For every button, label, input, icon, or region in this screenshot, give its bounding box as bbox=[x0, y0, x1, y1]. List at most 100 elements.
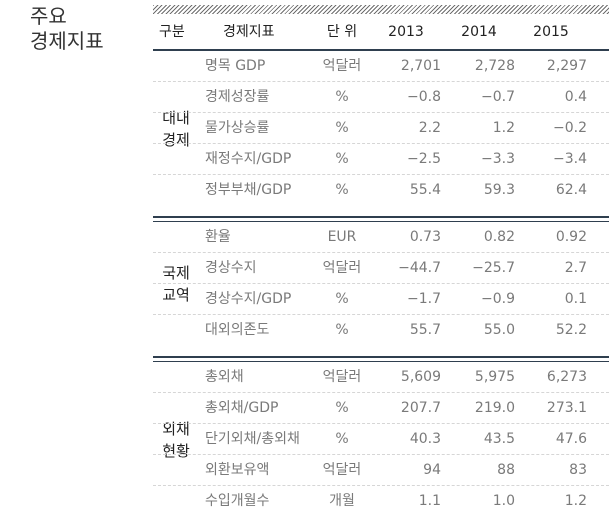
value-cell: 2.2 bbox=[418, 120, 441, 136]
indicator-cell: 경제성장률 bbox=[205, 89, 270, 105]
value-cell: −44.7 bbox=[398, 260, 441, 276]
value-cell: 1.0 bbox=[492, 493, 515, 509]
unit-cell: % bbox=[335, 291, 349, 307]
value-cell: 5,975 bbox=[474, 369, 515, 385]
table-row: 명목 GDP 억달러 2,701 2,728 2,297 bbox=[153, 51, 609, 82]
table-section: 외채 현황 총외채 억달러 5,609 5,975 6,273 총외채/GDP% 207.7 21… bbox=[153, 362, 609, 517]
value-cell: 0.73 bbox=[409, 229, 441, 245]
hatch-bar bbox=[153, 5, 609, 14]
value-cell: 47.6 bbox=[555, 431, 587, 447]
value-cell: 88 bbox=[497, 462, 515, 478]
indicator-cell: 대외의존도 bbox=[205, 322, 270, 338]
value-cell: −3.4 bbox=[553, 151, 587, 167]
unit-cell: % bbox=[335, 151, 349, 167]
value-cell: 2,701 bbox=[400, 58, 441, 74]
indicator-cell: 환율 bbox=[205, 229, 231, 245]
value-cell: 207.7 bbox=[400, 400, 441, 416]
table-row: 정부부채/GDP% 55.4 59.3 62.4 bbox=[153, 175, 609, 206]
value-cell: 40.3 bbox=[409, 431, 441, 447]
value-cell: 94 bbox=[423, 462, 441, 478]
value-cell: 2.7 bbox=[564, 260, 587, 276]
value-cell: 6,273 bbox=[546, 369, 587, 385]
value-cell: 2,297 bbox=[546, 58, 587, 74]
value-cell: 59.3 bbox=[483, 182, 515, 198]
side-title-line-1: 주요 bbox=[30, 4, 67, 28]
section-label-line: 경제 bbox=[162, 130, 190, 149]
value-cell: 1.1 bbox=[418, 493, 441, 509]
table-row: 물가상승률% 2.2 1.2 −0.2 bbox=[153, 113, 609, 144]
unit-cell: 억달러 bbox=[322, 58, 362, 74]
table-section: 대내 경제 명목 GDP 억달러 2,701 2,728 2,297 경제성장률% −0.8 −0… bbox=[153, 51, 609, 206]
unit-cell: % bbox=[335, 120, 349, 136]
table-row: 수입개월수 개월 1.1 1.0 1.2 bbox=[153, 486, 609, 517]
unit-cell: 억달러 bbox=[322, 369, 362, 385]
unit-cell: % bbox=[335, 431, 349, 447]
indicator-cell: 외환보유액 bbox=[205, 462, 270, 478]
value-cell: 55.7 bbox=[409, 322, 441, 338]
indicator-cell: 경상수지/GDP bbox=[205, 291, 292, 307]
indicator-cell: 총외채/GDP bbox=[205, 400, 279, 416]
value-cell: 0.82 bbox=[483, 229, 515, 245]
value-cell: −3.3 bbox=[481, 151, 515, 167]
value-cell: 43.5 bbox=[483, 431, 515, 447]
indicator-cell: 단기외채/총외채 bbox=[205, 431, 300, 447]
header-year-1: 2013 bbox=[388, 24, 424, 40]
value-cell: 0.1 bbox=[564, 291, 587, 307]
table-row: 대외의존도% 55.7 55.0 52.2 bbox=[153, 315, 609, 346]
table-row: 재정수지/GDP% −2.5 −3.3 −3.4 bbox=[153, 144, 609, 175]
section-label-line: 교역 bbox=[162, 286, 190, 304]
indicator-cell: 총외채 bbox=[205, 369, 244, 385]
side-title: 주요 경제지표 bbox=[30, 4, 104, 54]
unit-cell: % bbox=[335, 400, 349, 416]
section-label-line: 현황 bbox=[162, 441, 190, 460]
value-cell: −2.5 bbox=[407, 151, 441, 167]
value-cell: 0.92 bbox=[555, 229, 587, 245]
value-cell: −1.7 bbox=[407, 291, 441, 307]
indicator-cell: 경상수지 bbox=[205, 260, 257, 276]
unit-cell: EUR bbox=[327, 229, 357, 245]
indicator-cell: 물가상승률 bbox=[205, 120, 270, 136]
section-label-line: 국제 bbox=[162, 264, 190, 282]
unit-cell: % bbox=[335, 322, 349, 338]
value-cell: −0.9 bbox=[481, 291, 515, 307]
value-cell: 5,609 bbox=[400, 369, 441, 385]
value-cell: 52.2 bbox=[555, 322, 587, 338]
value-cell: 55.0 bbox=[483, 322, 515, 338]
value-cell: 2,728 bbox=[474, 58, 515, 74]
unit-cell: % bbox=[335, 182, 349, 198]
value-cell: −0.7 bbox=[481, 89, 515, 105]
table-header: 구분 경제지표 단 위 2013 2014 2015 bbox=[153, 14, 609, 51]
value-cell: 55.4 bbox=[409, 182, 441, 198]
value-cell: −25.7 bbox=[472, 260, 515, 276]
unit-cell: 억달러 bbox=[322, 260, 362, 276]
side-title-line-2: 경제지표 bbox=[30, 29, 104, 53]
indicator-cell: 정부부채/GDP bbox=[205, 182, 292, 198]
table-row: 총외채 억달러 5,609 5,975 6,273 bbox=[153, 362, 609, 393]
section-label-line: 외채 bbox=[162, 419, 190, 438]
header-group: 구분 bbox=[159, 24, 185, 40]
value-cell: 0.4 bbox=[564, 89, 587, 105]
value-cell: 273.1 bbox=[546, 400, 587, 416]
indicator-cell: 명목 GDP bbox=[205, 58, 266, 74]
table-row: 외환보유액 억달러 94 88 83 bbox=[153, 455, 609, 486]
unit-cell: 개월 bbox=[329, 493, 355, 509]
indicator-cell: 재정수지/GDP bbox=[205, 151, 292, 167]
section-divider bbox=[153, 356, 609, 362]
table-row: 경상수지/GDP% −1.7 −0.9 0.1 bbox=[153, 284, 609, 315]
unit-cell: 억달러 bbox=[322, 462, 362, 478]
table-row: 총외채/GDP% 207.7 219.0 273.1 bbox=[153, 393, 609, 424]
header-year-3: 2015 bbox=[533, 24, 569, 40]
value-cell: 1.2 bbox=[492, 120, 515, 136]
unit-cell: % bbox=[335, 89, 349, 105]
value-cell: −0.2 bbox=[553, 120, 587, 136]
value-cell: 62.4 bbox=[555, 182, 587, 198]
header-indicator: 경제지표 bbox=[223, 24, 275, 40]
section-label-line: 대내 bbox=[162, 108, 190, 127]
value-cell: 83 bbox=[569, 462, 587, 478]
section-divider bbox=[153, 216, 609, 222]
